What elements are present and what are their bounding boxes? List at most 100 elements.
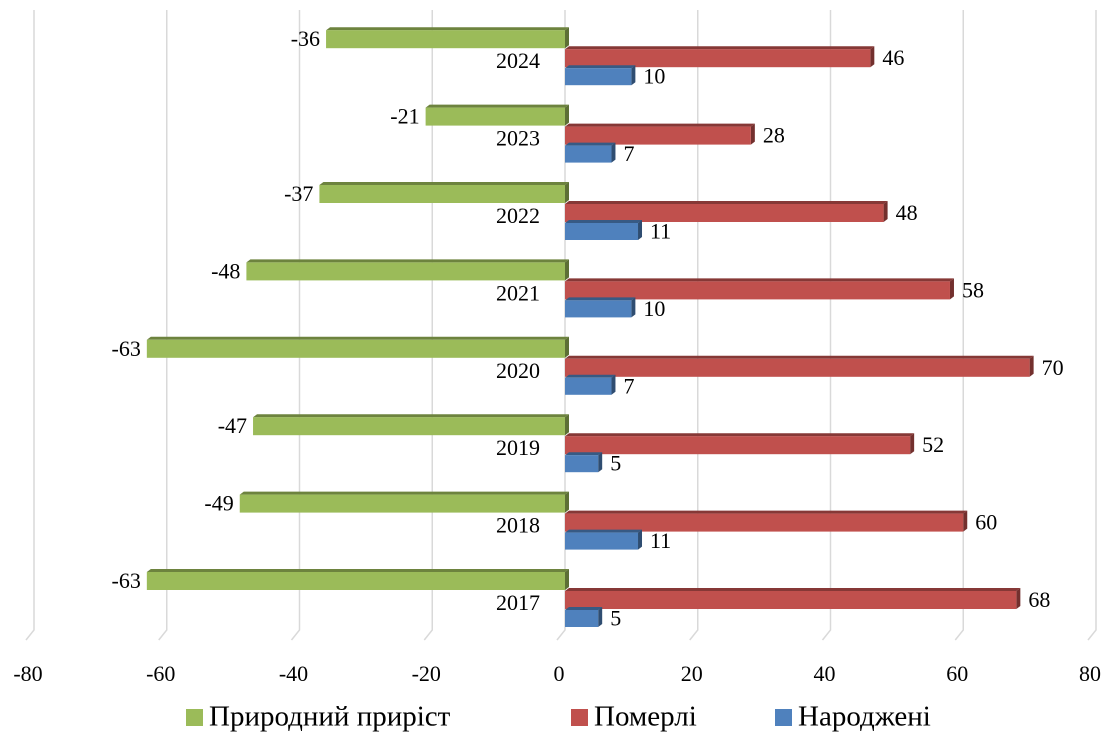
bar xyxy=(565,358,1030,377)
data-label: 10 xyxy=(643,64,665,89)
grid-line xyxy=(423,10,433,641)
bar xyxy=(565,204,884,222)
bar-side xyxy=(638,529,643,550)
bar-top xyxy=(565,123,755,127)
bar xyxy=(565,455,599,473)
bar xyxy=(425,107,565,126)
bar-side xyxy=(638,220,643,240)
bar-side xyxy=(565,491,569,513)
bar-side xyxy=(598,607,603,627)
bar-top xyxy=(146,569,569,572)
legend-swatch xyxy=(186,709,203,726)
legend-label: Природний приріст xyxy=(209,701,451,733)
bar-side xyxy=(565,182,569,203)
data-label: 58 xyxy=(962,277,984,302)
bar xyxy=(565,591,1017,609)
bar xyxy=(565,281,950,300)
bar-side xyxy=(565,259,569,281)
bar xyxy=(565,513,964,532)
x-tick-label: 60 xyxy=(946,661,968,686)
bar-side xyxy=(949,278,954,300)
x-tick-label: -60 xyxy=(146,661,175,686)
data-label: 11 xyxy=(650,219,671,244)
bar-side xyxy=(1029,355,1034,377)
x-tick-label: 80 xyxy=(1079,661,1101,686)
bar xyxy=(319,185,565,203)
bar-side xyxy=(1016,588,1021,609)
x-tick-label: 0 xyxy=(554,661,565,686)
bar xyxy=(565,223,639,240)
bar xyxy=(565,126,751,145)
bar-top xyxy=(246,259,569,263)
bar-side xyxy=(611,374,616,395)
bar-top xyxy=(239,491,569,495)
grid-line xyxy=(556,10,566,641)
data-label: 52 xyxy=(922,432,944,457)
bar xyxy=(253,417,565,436)
data-label: 11 xyxy=(650,528,671,553)
data-label: 68 xyxy=(1028,587,1050,612)
y-tick-label: 2020 xyxy=(496,358,540,383)
bar-side xyxy=(963,510,968,532)
bar-side xyxy=(598,452,603,473)
bar-top xyxy=(253,414,569,418)
bar xyxy=(146,572,565,590)
bar-side xyxy=(565,336,569,358)
bar xyxy=(246,262,565,281)
data-label: 28 xyxy=(763,123,785,148)
data-label: 7 xyxy=(623,373,634,398)
bar xyxy=(565,436,911,455)
data-label: -63 xyxy=(112,568,141,593)
data-label: -21 xyxy=(390,104,419,129)
bar xyxy=(239,494,565,513)
bar-side xyxy=(910,433,915,455)
bar-side xyxy=(565,569,569,590)
x-tick-label: -40 xyxy=(279,661,308,686)
bar xyxy=(565,68,632,86)
data-label: 5 xyxy=(610,451,621,476)
bar-top xyxy=(146,336,569,340)
bar-top xyxy=(565,220,643,223)
bar-side xyxy=(750,123,755,145)
data-label: 48 xyxy=(896,200,918,225)
bar-top xyxy=(565,510,968,514)
legend-item: Природний приріст xyxy=(186,701,451,733)
grid-line xyxy=(821,10,832,641)
bar-top xyxy=(565,433,915,437)
grid-line xyxy=(158,10,168,641)
y-tick-label: 2021 xyxy=(496,280,540,305)
data-label: -47 xyxy=(218,413,247,438)
y-tick-label: 2018 xyxy=(496,513,540,538)
grid-line xyxy=(1087,10,1097,641)
data-label: 60 xyxy=(975,510,997,535)
bar-top xyxy=(565,355,1034,359)
bar-side xyxy=(631,297,636,318)
bar xyxy=(565,300,632,318)
grid-line xyxy=(689,10,699,641)
grid-line xyxy=(954,10,964,641)
y-tick-label: 2023 xyxy=(496,126,540,151)
data-label: 10 xyxy=(643,296,665,321)
legend-item: Народжені xyxy=(775,701,931,733)
bar-side xyxy=(565,414,569,436)
bar-top xyxy=(565,278,954,282)
bar-top xyxy=(326,27,569,31)
bar xyxy=(565,377,612,395)
bar-top xyxy=(425,104,569,108)
x-tick-label: -80 xyxy=(13,661,42,686)
data-label: 70 xyxy=(1042,355,1064,380)
data-label: -63 xyxy=(112,336,141,361)
bar xyxy=(146,339,565,358)
legend-item: Померлі xyxy=(571,701,697,733)
grid-line xyxy=(290,10,301,641)
x-tick-label: 20 xyxy=(681,661,703,686)
y-tick-label: 2019 xyxy=(496,435,540,460)
bar-top xyxy=(565,607,603,610)
legend-label: Померлі xyxy=(594,701,697,733)
y-tick-label: 2024 xyxy=(496,48,540,73)
y-tick-label: 2017 xyxy=(496,590,540,615)
x-tick-label: 40 xyxy=(814,661,836,686)
bar-top xyxy=(565,46,875,50)
y-tick-label: 2022 xyxy=(496,203,540,228)
